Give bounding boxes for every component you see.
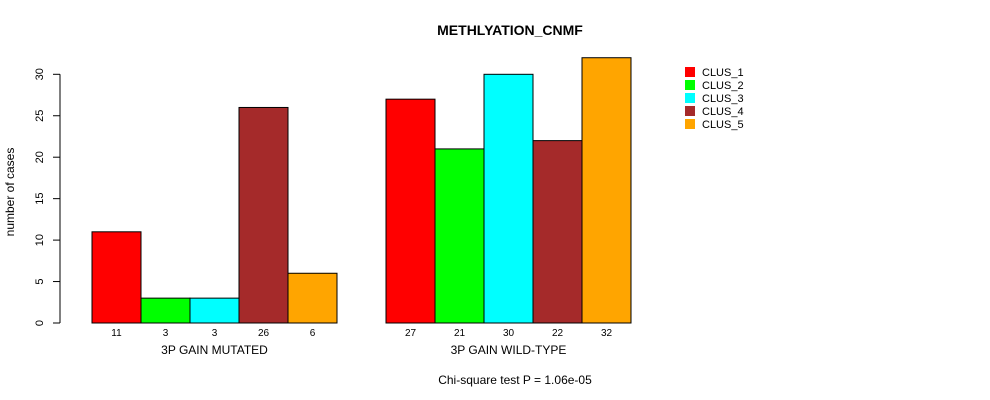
- legend-swatch-clus-1: [685, 67, 695, 77]
- y-tick-label: 30: [34, 68, 46, 80]
- bar-count-label: 32: [601, 328, 613, 339]
- bar-clus-4-group-2: [532, 140, 583, 324]
- bar-count-label: 27: [405, 328, 417, 339]
- bar-clus-4-group-1: [238, 106, 289, 324]
- chi-square-footnote: Chi-square test P = 1.06e-05: [438, 373, 592, 387]
- group-label-2: 3P GAIN WILD-TYPE: [451, 343, 567, 357]
- bar-clus-5-group-1: [287, 272, 338, 324]
- bar-clus-1-group-1: [91, 231, 142, 324]
- bar-clus-2-group-2: [434, 148, 485, 324]
- y-tick-label: 20: [34, 151, 46, 163]
- group-label-1: 3P GAIN MUTATED: [161, 343, 268, 357]
- legend-label: CLUS_5: [702, 119, 744, 131]
- legend-swatch-clus-5: [685, 119, 695, 129]
- y-axis-label: number of cases: [3, 148, 17, 237]
- y-tick-label: 25: [34, 110, 46, 122]
- count-labels: 11 3 3 26 6 27 21 30 22 32: [111, 328, 612, 339]
- bar-count-label: 30: [503, 328, 515, 339]
- bar-count-label: 21: [454, 328, 466, 339]
- bar-clus-3-group-2: [483, 73, 534, 324]
- legend-label: CLUS_4: [702, 106, 744, 118]
- y-tick-label: 15: [34, 193, 46, 205]
- bar-count-label: 11: [111, 328, 122, 339]
- y-axis-ticks: 0 5 10 15 20 25 30: [34, 68, 60, 326]
- bar-count-label: 6: [310, 328, 316, 339]
- chart-title: METHLYATION_CNMF: [437, 22, 583, 38]
- y-tick-label: 0: [34, 320, 46, 326]
- bar-count-label: 26: [258, 328, 270, 339]
- bar-clus-1-group-2: [385, 98, 436, 324]
- bar-clus-5-group-2: [581, 57, 632, 324]
- bar-count-label: 3: [163, 328, 169, 339]
- legend-swatch-clus-3: [685, 93, 695, 103]
- legend-label: CLUS_3: [702, 93, 744, 105]
- bar-count-label: 22: [552, 328, 564, 339]
- y-tick-label: 5: [34, 278, 46, 284]
- legend-swatch-clus-4: [685, 106, 695, 116]
- bar-clus-3-group-1: [189, 297, 240, 324]
- bars: [91, 57, 632, 324]
- group-labels: 3P GAIN MUTATED 3P GAIN WILD-TYPE: [161, 343, 566, 357]
- y-tick-label: 10: [34, 234, 46, 246]
- legend-label: CLUS_1: [702, 67, 744, 79]
- legend-swatch-clus-2: [685, 80, 695, 90]
- bar-count-label: 3: [212, 328, 218, 339]
- bar-clus-2-group-1: [140, 297, 191, 324]
- legend-label: CLUS_2: [702, 80, 744, 92]
